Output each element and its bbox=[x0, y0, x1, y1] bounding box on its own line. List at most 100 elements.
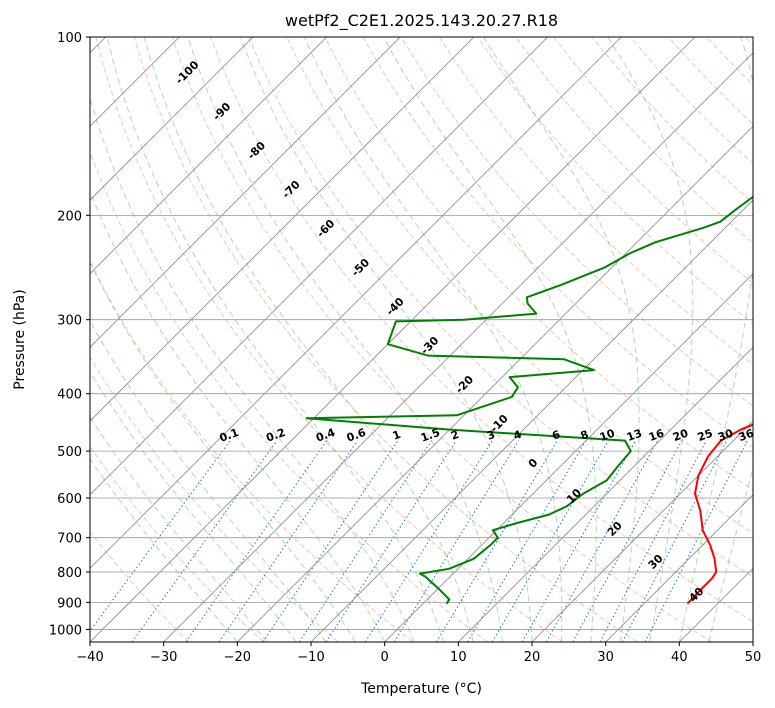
isotherm-line bbox=[163, 52, 753, 642]
x-tick-label: 0 bbox=[381, 650, 389, 665]
isotherm-line bbox=[90, 37, 548, 496]
dry-adiabat-line bbox=[248, 37, 753, 578]
y-tick-label: 600 bbox=[57, 492, 82, 507]
y-tick-label: 400 bbox=[57, 388, 82, 403]
mixing-ratio-label: 0.1 bbox=[218, 426, 241, 445]
mixing-ratio-label: 0.2 bbox=[264, 426, 287, 445]
x-tick-label: −20 bbox=[224, 650, 251, 665]
mixing-ratio-label: 25 bbox=[696, 427, 715, 444]
mixing-ratio-line bbox=[521, 440, 637, 642]
dry-adiabat-label: -100 bbox=[173, 58, 202, 87]
isotherm-line bbox=[384, 273, 753, 642]
dry-adiabat-line bbox=[171, 37, 712, 642]
isotherm-line bbox=[237, 125, 753, 642]
moist-adiabat-line bbox=[90, 458, 238, 642]
moist-adiabat-line bbox=[90, 189, 386, 642]
x-tick-label: 10 bbox=[450, 650, 467, 665]
dry-adiabat-label: 10 bbox=[564, 486, 584, 506]
chart-title: wetPf2_C2E1.2025.143.20.27.R18 bbox=[285, 11, 558, 31]
y-tick-label: 700 bbox=[57, 532, 82, 547]
x-tick-label: 50 bbox=[745, 650, 762, 665]
mixing-ratio-line bbox=[599, 440, 707, 642]
y-tick-label: 800 bbox=[57, 566, 82, 581]
mixing-ratio-label: 1.5 bbox=[419, 426, 442, 445]
mixing-ratio-line bbox=[644, 440, 748, 642]
background-line-labels: -100-90-80-70-60-50-40-30-20-10010203040… bbox=[173, 58, 756, 605]
mixing-ratio-label: 20 bbox=[671, 426, 690, 444]
mixing-ratio-label: 13 bbox=[625, 427, 644, 444]
mixing-ratio-label: 6 bbox=[550, 428, 562, 443]
x-tick-label: 40 bbox=[671, 650, 688, 665]
dry-adiabat-line bbox=[744, 37, 753, 47]
moist-adiabat-line bbox=[383, 37, 597, 642]
moist-adiabat-line bbox=[708, 466, 753, 642]
x-tick-label: −40 bbox=[76, 650, 103, 665]
mixing-ratio-line bbox=[218, 440, 358, 642]
x-axis-label: Temperature (°C) bbox=[360, 681, 482, 697]
mixing-ratio-line bbox=[298, 440, 432, 642]
dry-adiabat-line bbox=[90, 445, 264, 642]
dry-adiabat-line bbox=[133, 37, 638, 642]
x-tick-label: −10 bbox=[297, 650, 324, 665]
dry-adiabat-line bbox=[553, 37, 753, 244]
moist-adiabat-line bbox=[90, 319, 327, 642]
moist-adiabat-line bbox=[90, 260, 356, 642]
y-tick-label: 1000 bbox=[49, 623, 82, 638]
isotherm-line bbox=[90, 37, 254, 201]
y-tick-label: 500 bbox=[57, 445, 82, 460]
mixing-ratio-line bbox=[262, 440, 399, 642]
isotherm-line bbox=[752, 641, 753, 642]
y-axis-label: Pressure (hPa) bbox=[12, 289, 28, 389]
moist-adiabat-line bbox=[303, 37, 563, 642]
mixing-ratio-label: 1 bbox=[391, 428, 403, 443]
dry-adiabat-line bbox=[438, 37, 753, 366]
mixing-ratio-label: 36 bbox=[737, 426, 756, 444]
dry-adiabat-line bbox=[706, 37, 753, 86]
moist-adiabat-line bbox=[187, 37, 503, 642]
mixing-ratio-line bbox=[325, 440, 457, 642]
mixing-ratio-line bbox=[621, 440, 728, 642]
dry-adiabat-line bbox=[90, 531, 190, 642]
background-lines bbox=[90, 37, 753, 642]
dry-adiabat-line bbox=[90, 356, 339, 642]
mixing-ratio-line bbox=[90, 440, 231, 632]
mixing-ratio-label: 3 bbox=[485, 428, 497, 443]
isotherm-line bbox=[531, 420, 753, 642]
axis-ticks: −40 −30 −20 −10 0 10 20 30 40 5010020030040050060… bbox=[49, 31, 761, 665]
x-tick-label: −30 bbox=[150, 650, 177, 665]
dry-adiabat-label: -20 bbox=[453, 373, 476, 396]
dry-adiabat-line bbox=[591, 37, 753, 204]
plot-frame bbox=[89, 36, 754, 643]
isotherm-line bbox=[458, 346, 753, 642]
y-tick-label: 300 bbox=[57, 314, 82, 329]
isotherm-line bbox=[90, 37, 696, 642]
mixing-ratio-label: 16 bbox=[647, 426, 666, 444]
dry-adiabat-label: -60 bbox=[314, 217, 337, 240]
mixing-ratio-line bbox=[435, 440, 558, 642]
dry-adiabat-line bbox=[90, 259, 414, 642]
moist-adiabat-line bbox=[482, 37, 640, 642]
dry-adiabat-label: -70 bbox=[280, 178, 303, 201]
isotherm-line bbox=[605, 494, 753, 642]
mixing-ratio-label: 30 bbox=[716, 426, 735, 444]
moist-adiabat-line bbox=[106, 37, 445, 642]
x-tick-label: 30 bbox=[597, 650, 614, 665]
profile-series-line bbox=[305, 195, 753, 605]
dry-adiabat-line bbox=[668, 37, 753, 125]
mixing-ratio-line bbox=[572, 440, 683, 642]
dry-adiabat-line bbox=[95, 37, 563, 642]
dry-adiabat-label: -50 bbox=[349, 256, 372, 279]
moist-adiabat-line bbox=[90, 416, 268, 642]
dry-adiabat-label: 0 bbox=[526, 456, 541, 471]
mixing-ratio-line bbox=[545, 440, 659, 642]
dry-adiabat-label: 20 bbox=[605, 519, 625, 539]
dry-adiabat-line bbox=[400, 37, 753, 407]
dry-adiabat-line bbox=[362, 37, 753, 449]
mixing-ratio-line bbox=[185, 440, 328, 642]
mixing-ratio-line bbox=[364, 440, 493, 642]
mixing-ratio-label: 4 bbox=[512, 428, 524, 443]
mixing-ratio-label: 0.6 bbox=[345, 426, 368, 445]
profile-series-line bbox=[686, 423, 753, 605]
moist-adiabat-line bbox=[239, 37, 533, 642]
